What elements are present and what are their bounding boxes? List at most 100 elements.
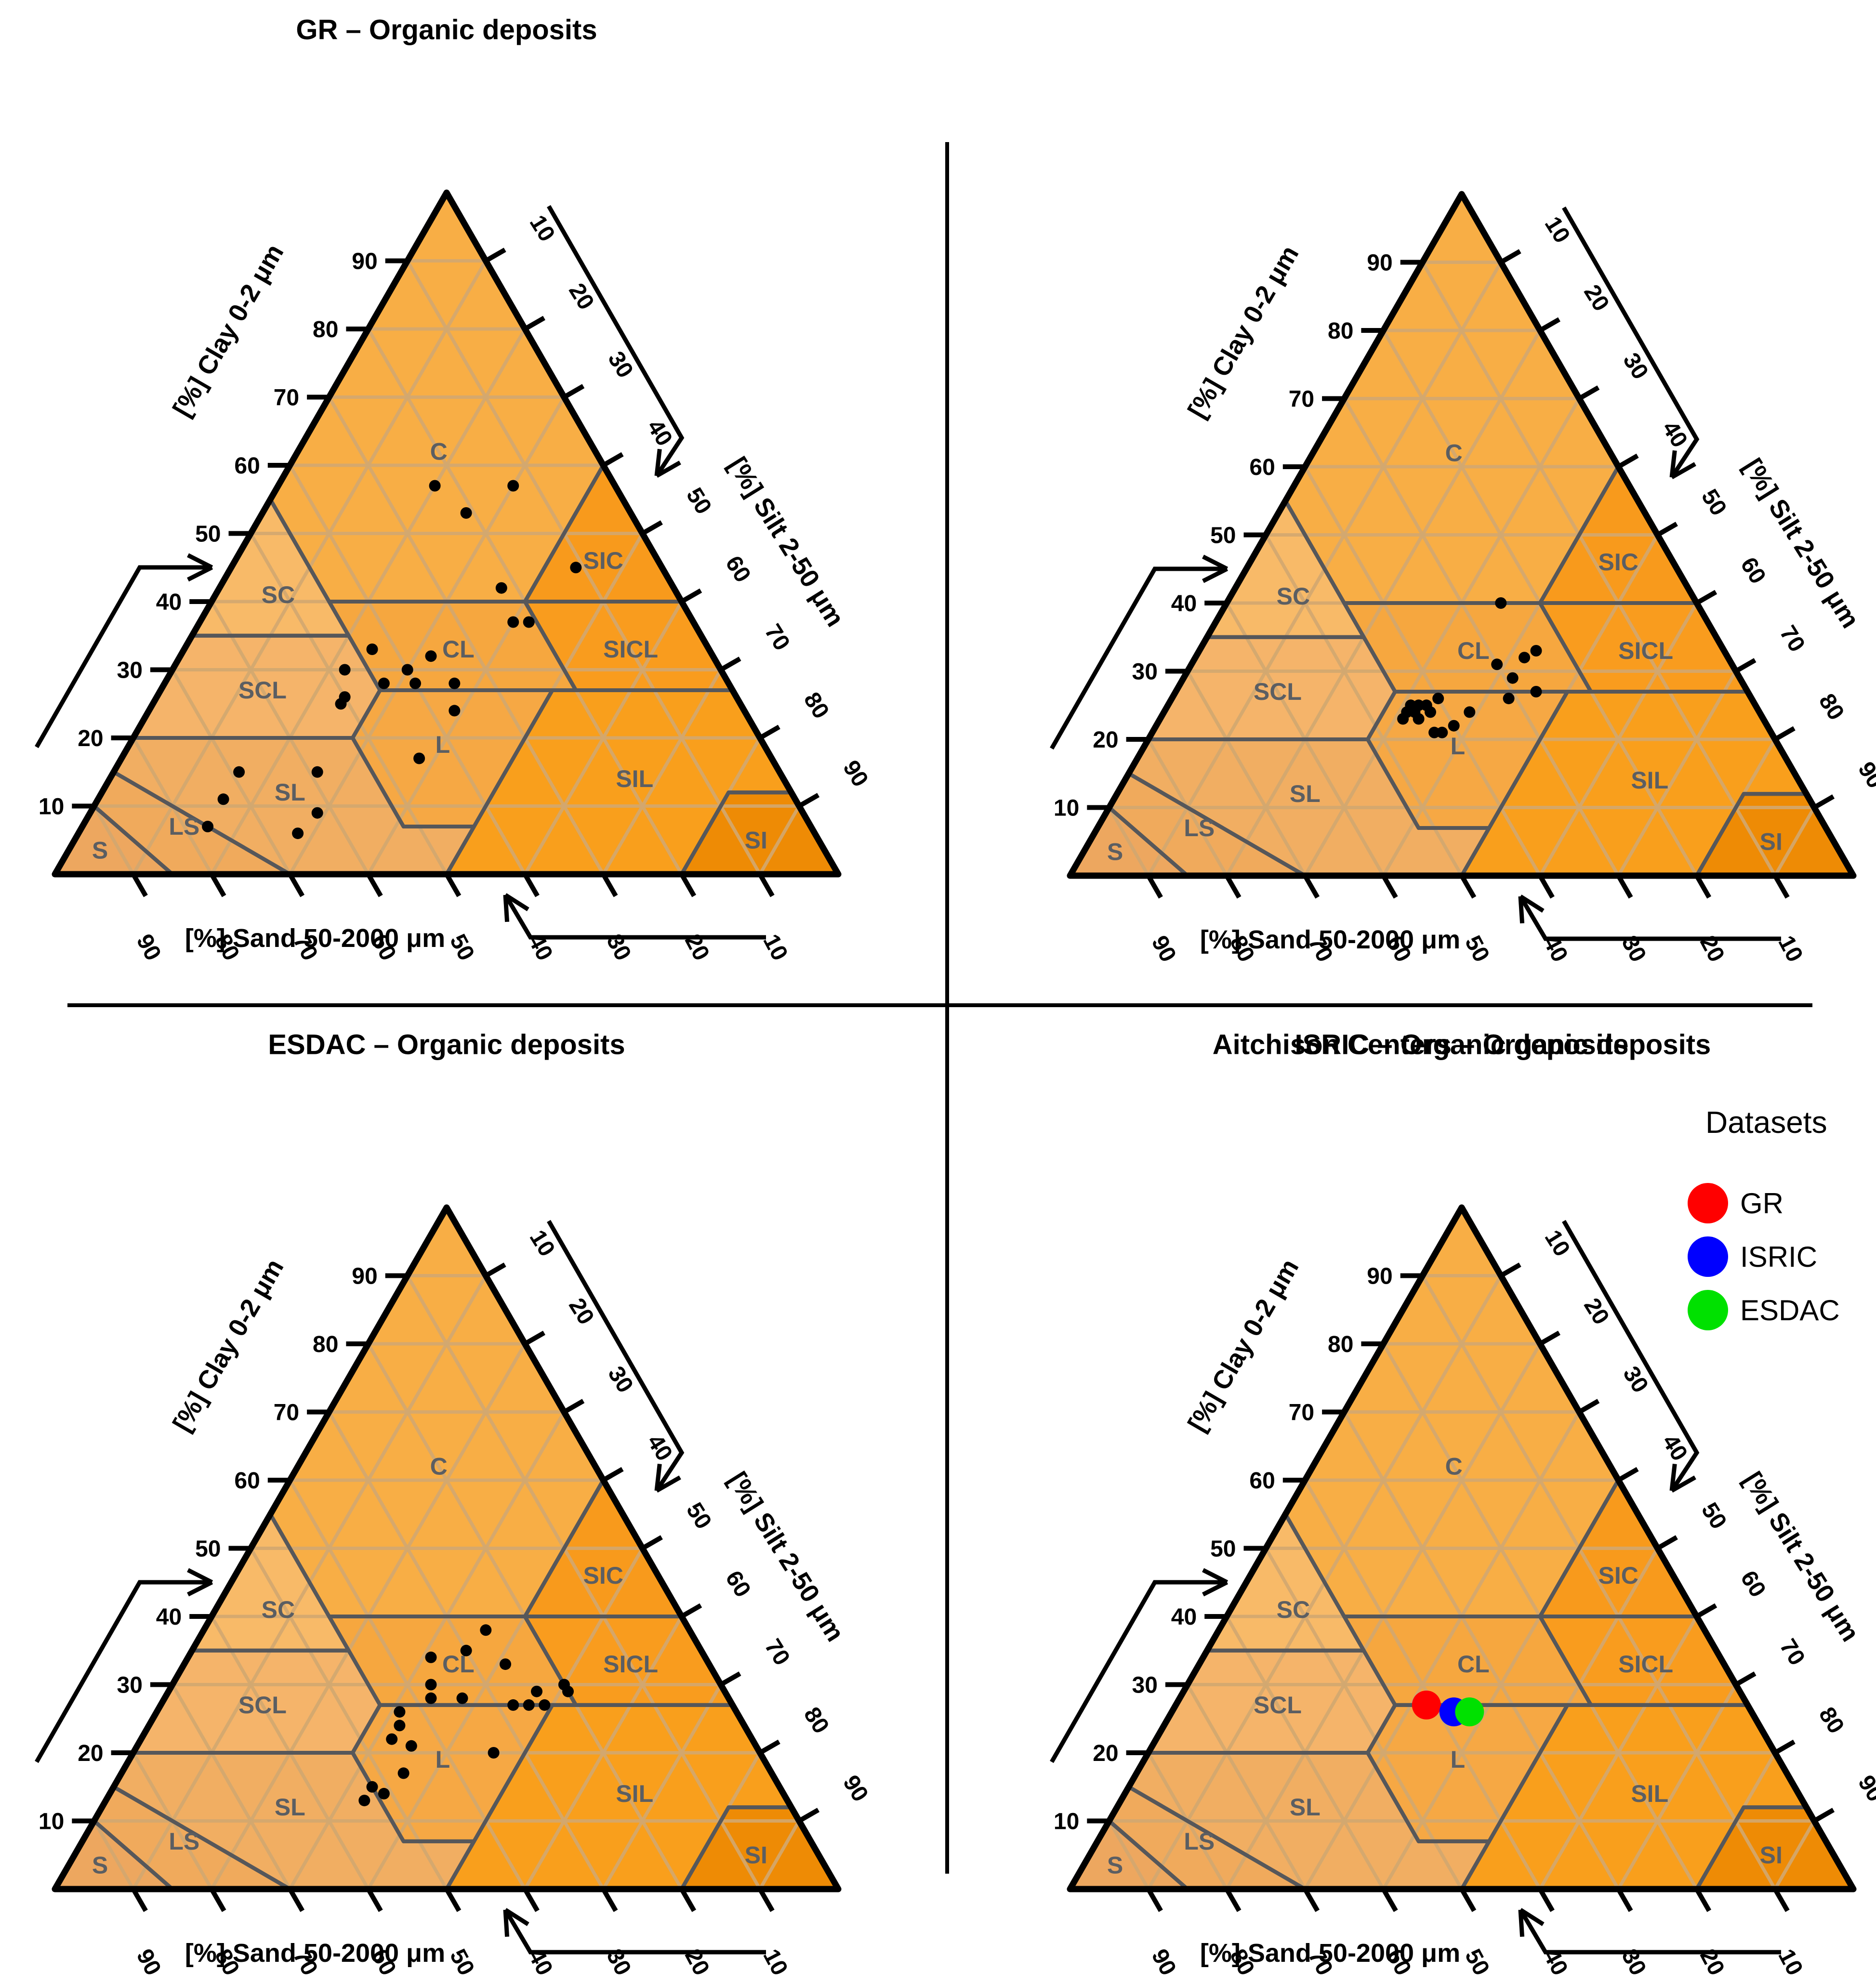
region-label-SL: SL	[275, 779, 305, 806]
sand-tick-mark	[209, 1888, 226, 1912]
sand-axis-arrow	[1519, 1908, 1545, 1926]
sand-tick-mark	[444, 1888, 462, 1912]
silt-tick-label: 50	[1696, 1498, 1731, 1534]
data-point	[531, 1685, 542, 1697]
silt-axis-arrow	[1669, 1463, 1677, 1491]
data-point	[488, 1747, 500, 1759]
region-label-SC: SC	[262, 1596, 295, 1623]
sand-tick-label: 50	[445, 930, 479, 965]
sand-tick-mark	[758, 1888, 775, 1912]
legend-label: ESDAC	[1740, 1294, 1840, 1326]
data-point	[562, 1685, 574, 1697]
silt-tick-mark	[1813, 1808, 1835, 1823]
sand-tick-label: 90	[1147, 932, 1181, 966]
clay-tick-label: 50	[1210, 523, 1236, 549]
sand-axis-arrow	[503, 1909, 510, 1937]
sand-tick-mark	[758, 873, 775, 897]
sand-tick-mark	[1146, 874, 1163, 899]
sand-tick-mark	[1694, 1888, 1712, 1912]
silt-axis-arrow	[654, 1463, 662, 1491]
sand-tick-mark	[1694, 874, 1712, 899]
data-point	[429, 480, 441, 492]
data-point	[1491, 658, 1503, 670]
data-points	[1412, 1690, 1484, 1727]
sand-tick-mark	[1616, 874, 1633, 899]
sand-tick-label: 50	[1460, 1945, 1494, 1980]
silt-axis-arrow	[1562, 1220, 1700, 1492]
data-point	[1530, 686, 1542, 697]
region-label-SCL: SCL	[1254, 1692, 1302, 1719]
data-point	[339, 664, 351, 676]
region-L	[1367, 1705, 1568, 1841]
sand-tick-mark	[601, 873, 618, 897]
clay-tick-label: 70	[1289, 387, 1314, 412]
sand-tick-mark	[366, 1888, 383, 1912]
clay-tick-label: 30	[1132, 1673, 1158, 1698]
region-SIL	[1462, 1705, 1807, 1889]
silt-tick-mark	[1734, 658, 1757, 673]
clay-axis-arrow	[187, 1580, 213, 1597]
region-label-LS: LS	[1184, 1828, 1215, 1855]
data-point	[1432, 693, 1444, 705]
clay-tick-label: 90	[1367, 1264, 1392, 1289]
region-label-LS: LS	[169, 1828, 199, 1855]
region-LS	[1109, 773, 1305, 876]
sand-tick-mark	[601, 1888, 618, 1912]
gridline	[249, 532, 449, 874]
legend-title: Datasets	[1705, 1105, 1827, 1140]
axis-arrows	[35, 205, 766, 940]
gridline	[1108, 806, 1150, 876]
region-label-LS: LS	[169, 813, 199, 840]
silt-axis-title: [%] Silt 2-50 μm	[723, 1467, 850, 1647]
region-label-SIL: SIL	[616, 1780, 653, 1807]
silt-tick-label: 90	[838, 756, 873, 791]
gridline	[602, 1683, 723, 1889]
clay-tick-label: 80	[313, 1332, 338, 1357]
silt-tick-label: 60	[1735, 1566, 1770, 1602]
region-L	[1367, 692, 1568, 828]
region-label-L: L	[1451, 733, 1466, 760]
clay-tick-label: 40	[1171, 591, 1197, 617]
clay-axis-title: [%] Clay 0-2 μm	[167, 1254, 289, 1436]
clay-axis-arrow	[1050, 1580, 1227, 1763]
data-point	[1506, 672, 1519, 684]
panel-title-esdac: ESDAC – Organic deposits	[268, 1029, 625, 1061]
silt-tick-label: 80	[1814, 1703, 1849, 1738]
gridline	[1343, 1411, 1620, 1889]
sand-tick-label: 90	[1147, 1945, 1181, 1980]
clay-tick-label: 40	[156, 1604, 182, 1630]
data-point	[1448, 720, 1460, 732]
sand-tick-mark	[1146, 1888, 1163, 1912]
center-point-esdac	[1455, 1697, 1484, 1727]
region-label-SCL: SCL	[238, 1692, 287, 1719]
silt-tick-label: 60	[720, 1566, 755, 1602]
clay-axis-arrow	[1050, 566, 1227, 750]
data-point	[1503, 693, 1515, 705]
sand-tick-mark	[366, 873, 383, 897]
clay-tick-label: 10	[1054, 796, 1079, 821]
sand-axis-arrow	[1519, 895, 1781, 941]
sand-axis-title: [%] Sand 50-2000 μm	[185, 924, 445, 953]
region-label-SICL: SICL	[1618, 1651, 1673, 1678]
silt-tick-mark	[1539, 317, 1560, 333]
region-label-S: S	[92, 837, 108, 864]
silt-tick-mark	[563, 1399, 585, 1414]
sand-axis-title: [%] Sand 50-2000 μm	[185, 1939, 445, 1968]
sand-tick-mark	[1303, 874, 1320, 899]
silt-tick-mark	[1656, 1535, 1678, 1550]
data-point	[292, 827, 304, 840]
silt-tick-label: 60	[720, 552, 755, 587]
legend-swatch-gr	[1688, 1183, 1728, 1223]
clay-tick-label: 10	[1054, 1809, 1079, 1835]
sand-tick-mark	[1538, 874, 1555, 899]
region-label-SI: SI	[745, 827, 767, 854]
silt-axis-title: [%] Silt 2-50 μm	[1738, 1467, 1865, 1647]
silt-tick-mark	[563, 384, 585, 399]
sand-tick-mark	[1773, 874, 1790, 899]
data-point	[378, 1787, 390, 1799]
data-point	[449, 705, 461, 717]
region-SI	[1696, 1807, 1853, 1889]
region-SCL	[133, 635, 380, 738]
data-point	[425, 1651, 437, 1663]
